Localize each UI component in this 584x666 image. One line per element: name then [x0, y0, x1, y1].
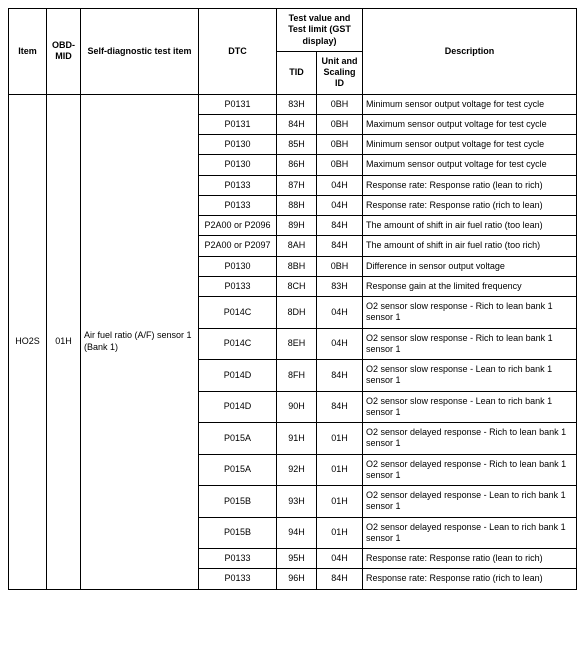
- cell-tid: 8CH: [277, 276, 317, 296]
- cell-dtc: P015A: [199, 454, 277, 486]
- cell-tid: 8BH: [277, 256, 317, 276]
- cell-description: O2 sensor delayed response - Lean to ric…: [363, 517, 577, 549]
- cell-description: Response rate: Response ratio (lean to r…: [363, 175, 577, 195]
- cell-usi: 04H: [317, 328, 363, 360]
- cell-tid: 95H: [277, 549, 317, 569]
- cell-tid: 90H: [277, 391, 317, 423]
- cell-tid: 88H: [277, 195, 317, 215]
- cell-usi: 04H: [317, 549, 363, 569]
- cell-dtc: P014D: [199, 360, 277, 392]
- cell-usi: 0BH: [317, 114, 363, 134]
- cell-description: O2 sensor slow response - Lean to rich b…: [363, 360, 577, 392]
- cell-usi: 84H: [317, 360, 363, 392]
- cell-dtc: P0133: [199, 549, 277, 569]
- cell-dtc: P0130: [199, 155, 277, 175]
- cell-description: O2 sensor slow response - Rich to lean b…: [363, 297, 577, 329]
- cell-dtc: P015B: [199, 517, 277, 549]
- cell-dtc: P0133: [199, 569, 277, 589]
- diagnostic-table: Item OBD-MID Self-diagnostic test item D…: [8, 8, 577, 590]
- cell-dtc: P014C: [199, 297, 277, 329]
- col-gst-group: Test value and Test limit (GST display): [277, 9, 363, 52]
- cell-usi: 04H: [317, 175, 363, 195]
- cell-dtc: P014D: [199, 391, 277, 423]
- cell-tid: 94H: [277, 517, 317, 549]
- cell-dtc: P0133: [199, 276, 277, 296]
- table-row: HO2S01HAir fuel ratio (A/F) sensor 1 (Ba…: [9, 94, 577, 114]
- col-dtc: DTC: [199, 9, 277, 95]
- cell-tid: 8DH: [277, 297, 317, 329]
- cell-description: O2 sensor delayed response - Lean to ric…: [363, 486, 577, 518]
- col-tid: TID: [277, 51, 317, 94]
- cell-usi: 04H: [317, 297, 363, 329]
- table-body: HO2S01HAir fuel ratio (A/F) sensor 1 (Ba…: [9, 94, 577, 589]
- cell-tid: 84H: [277, 114, 317, 134]
- cell-description: Response gain at the limited frequency: [363, 276, 577, 296]
- cell-dtc: P0133: [199, 195, 277, 215]
- cell-description: Maximum sensor output voltage for test c…: [363, 114, 577, 134]
- cell-tid: 83H: [277, 94, 317, 114]
- cell-description: Maximum sensor output voltage for test c…: [363, 155, 577, 175]
- cell-dtc: P015B: [199, 486, 277, 518]
- cell-usi: 04H: [317, 195, 363, 215]
- cell-dtc: P014C: [199, 328, 277, 360]
- cell-tid: 8FH: [277, 360, 317, 392]
- col-obd-mid: OBD-MID: [47, 9, 81, 95]
- cell-description: The amount of shift in air fuel ratio (t…: [363, 236, 577, 256]
- cell-tid: 92H: [277, 454, 317, 486]
- cell-dtc: P0130: [199, 135, 277, 155]
- cell-usi: 84H: [317, 391, 363, 423]
- cell-usi: 01H: [317, 517, 363, 549]
- cell-usi: 84H: [317, 569, 363, 589]
- cell-tid: 86H: [277, 155, 317, 175]
- col-self-diag: Self-diagnostic test item: [81, 9, 199, 95]
- cell-tid: 8EH: [277, 328, 317, 360]
- cell-description: Response rate: Response ratio (rich to l…: [363, 569, 577, 589]
- cell-description: Minimum sensor output voltage for test c…: [363, 135, 577, 155]
- cell-item: HO2S: [9, 94, 47, 589]
- cell-usi: 0BH: [317, 256, 363, 276]
- cell-tid: 91H: [277, 423, 317, 455]
- cell-usi: 01H: [317, 454, 363, 486]
- cell-tid: 87H: [277, 175, 317, 195]
- cell-dtc: P2A00 or P2096: [199, 216, 277, 236]
- cell-description: O2 sensor delayed response - Rich to lea…: [363, 454, 577, 486]
- cell-usi: 01H: [317, 486, 363, 518]
- cell-obd-mid: 01H: [47, 94, 81, 589]
- cell-dtc: P0130: [199, 256, 277, 276]
- col-description: Description: [363, 9, 577, 95]
- cell-tid: 8AH: [277, 236, 317, 256]
- col-item: Item: [9, 9, 47, 95]
- cell-description: Response rate: Response ratio (rich to l…: [363, 195, 577, 215]
- cell-tid: 96H: [277, 569, 317, 589]
- cell-self-diag: Air fuel ratio (A/F) sensor 1 (Bank 1): [81, 94, 199, 589]
- cell-dtc: P0131: [199, 94, 277, 114]
- cell-tid: 85H: [277, 135, 317, 155]
- cell-description: The amount of shift in air fuel ratio (t…: [363, 216, 577, 236]
- cell-dtc: P0131: [199, 114, 277, 134]
- cell-usi: 0BH: [317, 94, 363, 114]
- cell-tid: 93H: [277, 486, 317, 518]
- col-usi: Unit and Scaling ID: [317, 51, 363, 94]
- cell-tid: 89H: [277, 216, 317, 236]
- cell-description: O2 sensor slow response - Lean to rich b…: [363, 391, 577, 423]
- cell-dtc: P2A00 or P2097: [199, 236, 277, 256]
- cell-dtc: P0133: [199, 175, 277, 195]
- cell-usi: 0BH: [317, 155, 363, 175]
- cell-usi: 0BH: [317, 135, 363, 155]
- cell-usi: 83H: [317, 276, 363, 296]
- cell-description: Difference in sensor output voltage: [363, 256, 577, 276]
- cell-usi: 84H: [317, 216, 363, 236]
- cell-dtc: P015A: [199, 423, 277, 455]
- table-header: Item OBD-MID Self-diagnostic test item D…: [9, 9, 577, 95]
- cell-description: O2 sensor slow response - Rich to lean b…: [363, 328, 577, 360]
- cell-description: O2 sensor delayed response - Rich to lea…: [363, 423, 577, 455]
- cell-usi: 01H: [317, 423, 363, 455]
- cell-description: Response rate: Response ratio (lean to r…: [363, 549, 577, 569]
- cell-usi: 84H: [317, 236, 363, 256]
- cell-description: Minimum sensor output voltage for test c…: [363, 94, 577, 114]
